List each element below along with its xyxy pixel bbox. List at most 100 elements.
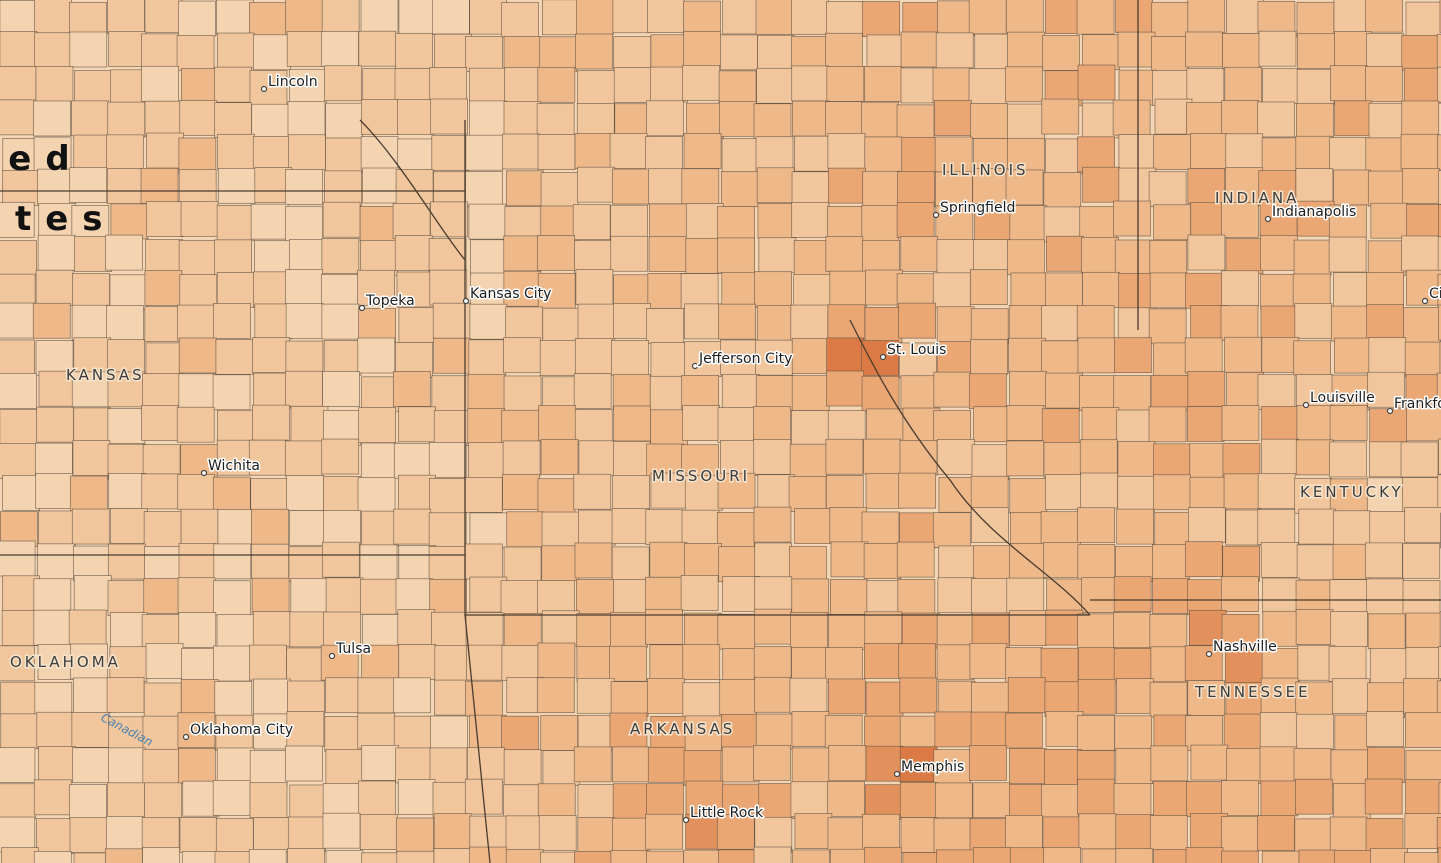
county [864,65,902,102]
county [718,849,756,863]
county [429,67,468,103]
county [1224,336,1262,373]
county [1437,847,1441,863]
county [827,781,865,817]
county [540,439,579,475]
county [1082,34,1120,70]
county [1115,814,1154,850]
county [394,68,433,104]
county [506,511,545,548]
county [324,170,362,207]
county [1082,271,1120,308]
county [73,407,112,444]
county [717,206,755,242]
county [145,239,183,275]
county [1261,406,1299,442]
county [934,100,972,136]
county [756,67,794,104]
county [1401,100,1440,137]
county [285,169,323,205]
county [722,576,760,612]
county [1260,235,1298,271]
county [35,340,74,377]
county [36,711,75,748]
county [1328,236,1367,273]
county [357,477,396,513]
county [684,341,722,377]
county [320,644,359,681]
county [144,100,183,137]
county [1117,31,1156,68]
county [359,206,398,242]
county [791,338,830,374]
county [396,271,435,308]
county [431,375,470,412]
county [866,34,905,71]
county [465,543,503,580]
county [1436,372,1441,409]
county [864,306,903,343]
county [285,205,323,242]
city-dot [182,733,190,741]
county [502,440,541,477]
county [1329,441,1367,478]
county [290,578,329,614]
county [1221,270,1259,307]
county [682,644,721,680]
county [0,443,36,479]
county [1365,137,1404,174]
county [287,848,325,863]
city-label: Louisville [1310,390,1375,406]
county [465,36,504,72]
county [722,783,760,820]
county [542,307,581,344]
county [684,542,722,579]
county [1404,506,1441,543]
county [213,580,251,617]
county [252,611,291,647]
county [144,306,183,342]
county [358,780,396,817]
county [212,374,251,411]
county [1367,170,1406,207]
county [936,239,975,275]
county [0,409,38,445]
county [1221,576,1259,613]
county [717,472,756,509]
county [1185,31,1223,68]
county [862,1,900,37]
county [1405,749,1441,786]
county [253,678,291,715]
county [1298,849,1337,863]
county [1009,610,1047,646]
county [1332,678,1370,715]
county [574,851,612,863]
county [1042,35,1080,71]
county [252,136,291,172]
county [899,746,938,783]
county [1041,98,1080,135]
county [0,0,38,36]
county [505,815,544,852]
county [649,644,688,681]
county [470,239,508,276]
city-dot [691,362,699,370]
county [178,239,217,276]
county [214,239,252,276]
county [325,749,364,785]
county [717,407,756,443]
county [1149,815,1188,851]
county [503,337,541,374]
county [647,746,686,783]
county [576,103,615,139]
county [1082,166,1120,203]
county [937,577,976,614]
county [1005,169,1044,206]
county [1406,405,1441,442]
county [467,374,506,410]
county [1404,813,1441,850]
county [1077,715,1115,751]
county [216,205,255,241]
county [1080,472,1118,509]
county [577,303,616,340]
